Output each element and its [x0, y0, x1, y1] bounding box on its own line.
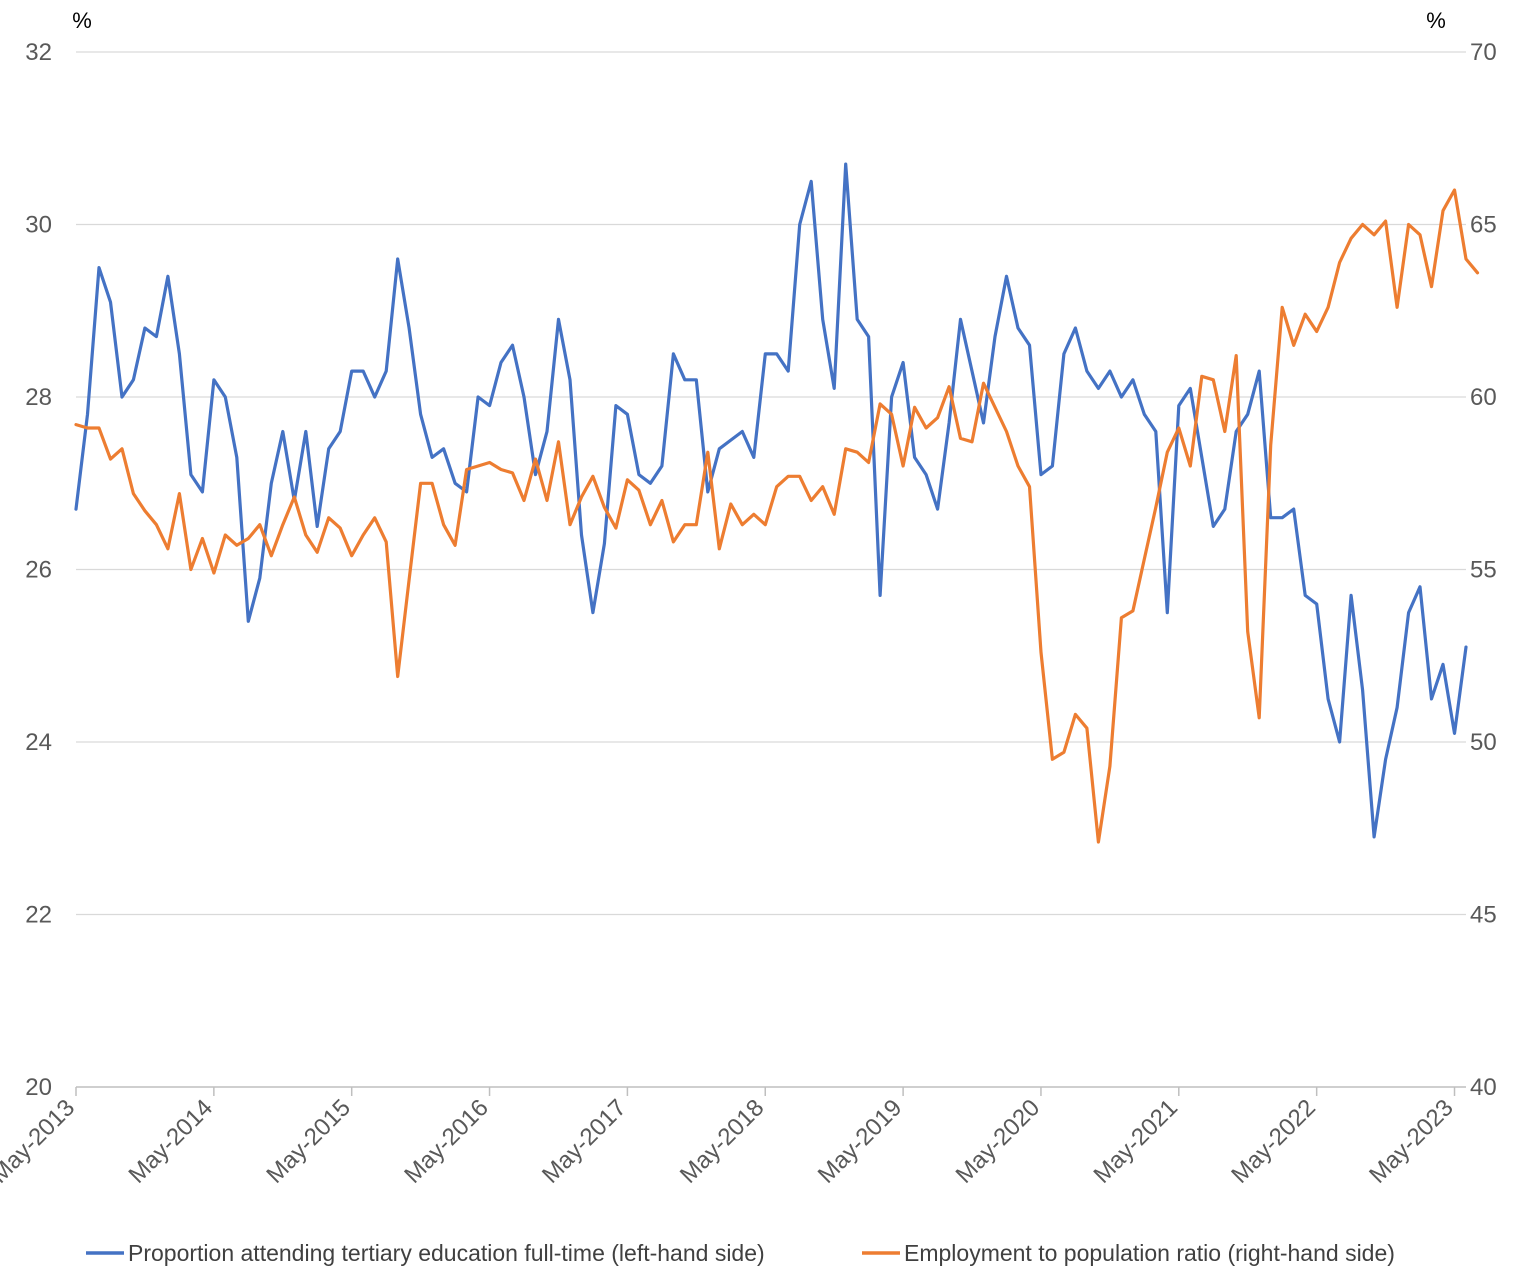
y-right-tick-label: 70: [1470, 39, 1497, 66]
y-right-tick-label: 55: [1470, 557, 1497, 584]
y-right-tick-label: 40: [1470, 1074, 1497, 1101]
y-left-tick-label: 30: [25, 212, 52, 239]
y-left-tick-label: 32: [25, 39, 52, 66]
y-right-tick-label: 65: [1470, 212, 1497, 239]
y-right-tick-label: 50: [1470, 729, 1497, 756]
legend-label: Proportion attending tertiary education …: [128, 1240, 765, 1266]
x-tick-label: May-2014: [124, 1094, 219, 1189]
gridlines: [76, 51, 1466, 916]
y-left-tick-label: 24: [25, 729, 52, 756]
y-right-unit-label: %: [1426, 8, 1446, 33]
x-tick-label: May-2020: [951, 1094, 1046, 1189]
x-tick-label: May-2019: [813, 1094, 908, 1189]
y-left-tick-label: 22: [25, 902, 52, 929]
x-tick-label: May-2013: [0, 1094, 80, 1189]
series-line-tertiary-education: [74, 162, 1468, 839]
series-line-employment-ratio: [74, 188, 1480, 844]
y-left-tick-label: 26: [25, 557, 52, 584]
x-tick-label: May-2017: [537, 1094, 632, 1189]
y-right-tick-label: 60: [1470, 384, 1497, 411]
y-left-unit-label: %: [72, 8, 92, 33]
x-tick-label: May-2022: [1226, 1094, 1321, 1189]
y-left-tick-label: 20: [25, 1074, 52, 1101]
x-tick-label: May-2015: [261, 1094, 356, 1189]
y-right-tick-label: 45: [1470, 902, 1497, 929]
legend-label: Employment to population ratio (right-ha…: [904, 1240, 1395, 1266]
x-tick-label: May-2023: [1364, 1094, 1459, 1189]
legend: Proportion attending tertiary education …: [86, 1240, 1395, 1266]
y-left-tick-label: 28: [25, 384, 52, 411]
x-tick-label: May-2018: [675, 1094, 770, 1189]
x-tick-label: May-2016: [399, 1094, 494, 1189]
x-tick-label: May-2021: [1088, 1094, 1183, 1189]
